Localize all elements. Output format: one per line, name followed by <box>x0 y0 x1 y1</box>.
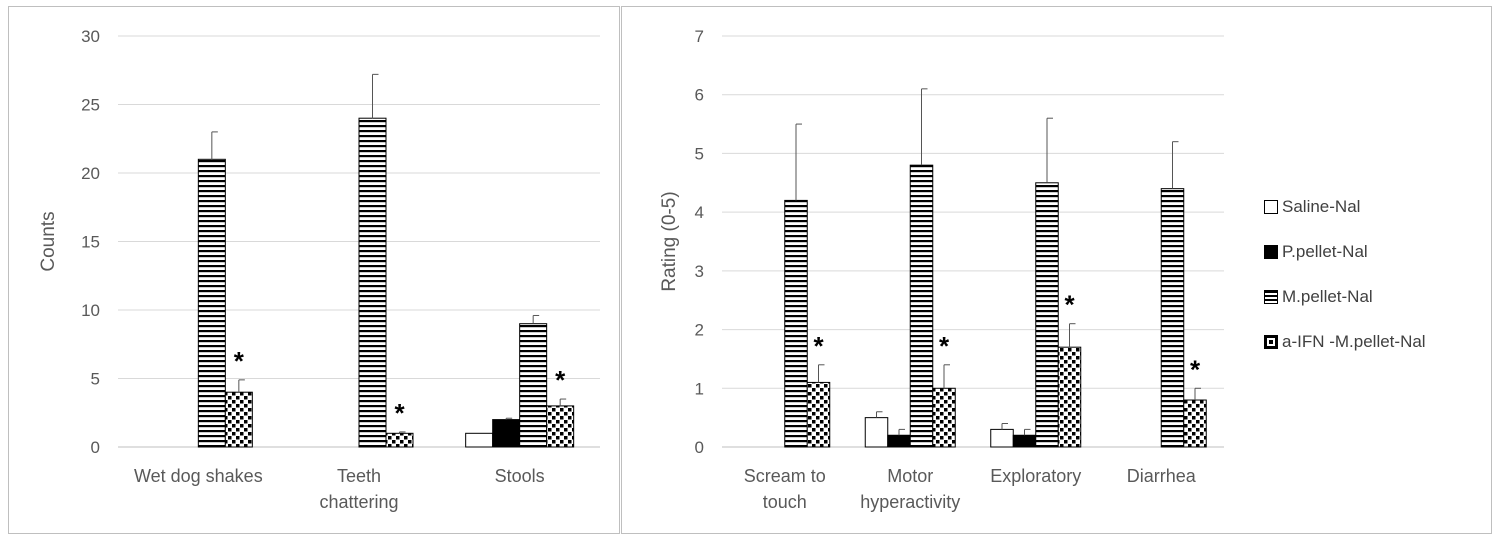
legend-item-saline: Saline-Nal <box>1264 195 1426 219</box>
bar <box>806 381 831 448</box>
significance-star: * <box>234 346 245 376</box>
y-tick-label: 6 <box>695 86 704 105</box>
x-category-label: Exploratory <box>990 466 1081 486</box>
y-tick-label: 4 <box>695 203 704 222</box>
y-tick-label: 7 <box>695 27 704 46</box>
bar <box>1183 399 1207 448</box>
bar <box>385 432 414 448</box>
y-axis-title: Rating (0-5) <box>659 191 680 291</box>
legend-item-p-pellet: P.pellet-Nal <box>1264 240 1426 264</box>
x-category-label: Wet dog shakes <box>134 466 263 486</box>
legend-swatch-dots <box>1264 335 1278 349</box>
x-category-label: Stools <box>495 466 545 486</box>
bar <box>864 417 889 448</box>
x-category-label: Motor <box>887 466 933 486</box>
y-tick-label: 1 <box>695 379 704 398</box>
y-tick-label: 10 <box>81 301 100 320</box>
legend-label: a-IFN -M.pellet-Nal <box>1282 332 1426 351</box>
y-tick-label: 20 <box>81 164 100 183</box>
bar <box>909 164 934 448</box>
x-category-label: hyperactivity <box>860 492 960 512</box>
bar <box>1160 188 1185 448</box>
y-tick-label: 0 <box>695 438 704 457</box>
y-tick-label: 15 <box>81 233 100 252</box>
bar <box>224 391 253 448</box>
bar <box>358 117 387 448</box>
y-tick-label: 2 <box>695 321 704 340</box>
legend-label: P.pellet-Nal <box>1282 242 1368 261</box>
bar <box>990 428 1014 448</box>
bar <box>1057 346 1082 448</box>
bar <box>197 158 226 448</box>
significance-star: * <box>939 331 950 361</box>
y-axis-title: Counts <box>38 211 59 271</box>
legend-item-m-pellet: M.pellet-Nal <box>1264 285 1426 309</box>
bar <box>1035 182 1059 448</box>
y-tick-label: 30 <box>81 27 100 46</box>
x-category-label: Teeth <box>337 466 381 486</box>
x-category-label: chattering <box>319 492 398 512</box>
bar <box>784 199 808 448</box>
bar <box>546 405 575 448</box>
y-tick-label: 25 <box>81 96 100 115</box>
legend-label: M.pellet-Nal <box>1282 287 1373 306</box>
significance-star: * <box>394 398 405 428</box>
significance-star: * <box>1190 354 1201 384</box>
bar <box>887 434 911 448</box>
x-category-label: Scream to <box>744 466 826 486</box>
bar <box>519 323 548 448</box>
y-tick-label: 5 <box>695 144 704 163</box>
x-category-label: touch <box>763 492 807 512</box>
significance-star: * <box>1064 290 1075 320</box>
legend-swatch-black <box>1264 245 1278 259</box>
bar <box>932 387 956 448</box>
legend-swatch-white <box>1264 200 1278 214</box>
bar <box>1012 434 1037 448</box>
x-category-label: Diarrhea <box>1127 466 1197 486</box>
y-tick-label: 3 <box>695 262 704 281</box>
legend: Saline-Nal P.pellet-Nal M.pellet-Nal a-I… <box>1264 195 1426 375</box>
y-tick-label: 0 <box>91 438 100 457</box>
significance-star: * <box>555 365 566 395</box>
legend-swatch-stripes <box>1264 290 1278 304</box>
y-tick-label: 5 <box>91 370 100 389</box>
bar <box>465 432 494 448</box>
legend-label: Saline-Nal <box>1282 197 1361 216</box>
legend-item-a-ifn: a-IFN -M.pellet-Nal <box>1264 330 1426 354</box>
bar <box>492 419 521 448</box>
significance-star: * <box>813 331 824 361</box>
